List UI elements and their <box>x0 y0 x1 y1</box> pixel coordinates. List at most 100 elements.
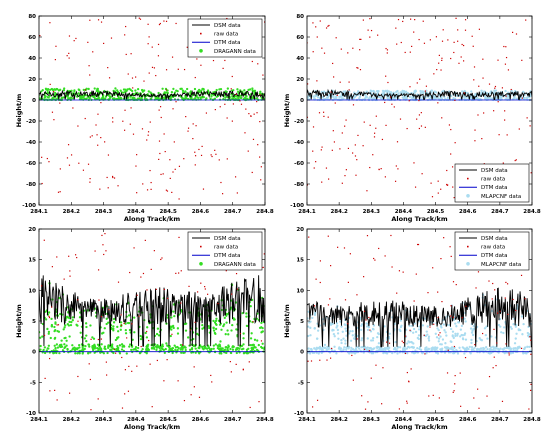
raw-point <box>260 340 263 342</box>
raw-point <box>155 288 157 290</box>
raw-point <box>328 178 330 180</box>
raw-point <box>192 123 194 125</box>
classified-point <box>255 348 259 352</box>
classified-point <box>412 327 416 331</box>
raw-point <box>369 18 371 20</box>
x-tick-label: 284.5 <box>159 209 177 215</box>
raw-point <box>453 197 455 199</box>
y-tick-label: -40 <box>26 140 36 146</box>
raw-point <box>381 403 383 405</box>
raw-point <box>259 121 261 123</box>
raw-point <box>497 101 499 103</box>
classified-point <box>418 325 421 328</box>
x-tick-label: 284.2 <box>330 209 348 215</box>
classified-point <box>68 335 71 338</box>
raw-point <box>307 360 309 362</box>
x-tick-label: 284.4 <box>395 417 413 423</box>
classified-point <box>216 344 219 347</box>
classified-point <box>307 317 309 320</box>
classified-point <box>173 344 176 347</box>
classified-point <box>93 345 97 348</box>
y-tick-label: -60 <box>294 161 304 167</box>
raw-point <box>147 134 149 136</box>
raw-point <box>319 260 321 262</box>
classified-point <box>253 338 257 341</box>
raw-point <box>518 128 520 130</box>
raw-point <box>454 383 456 385</box>
raw-point <box>357 134 359 137</box>
raw-point <box>307 116 308 118</box>
classified-point <box>315 351 318 354</box>
classified-point <box>411 345 414 349</box>
raw-point <box>87 163 90 165</box>
classified-point <box>91 336 94 339</box>
raw-point <box>262 266 264 269</box>
raw-point <box>121 407 124 409</box>
classified-point <box>170 328 173 331</box>
raw-point <box>520 274 523 276</box>
raw-point <box>344 299 347 301</box>
classified-point <box>451 330 455 333</box>
raw-point <box>423 42 426 44</box>
raw-point <box>493 356 495 358</box>
classified-point <box>430 347 434 350</box>
raw-point <box>332 62 334 65</box>
y-tick-label: -10 <box>294 411 304 417</box>
classified-point <box>91 345 94 348</box>
classified-point <box>91 347 95 350</box>
raw-point <box>375 364 377 366</box>
classified-point <box>347 332 351 335</box>
raw-point <box>313 167 315 169</box>
classified-point <box>425 346 428 349</box>
classified-point <box>489 91 492 94</box>
classified-point <box>359 349 362 352</box>
classified-point <box>128 343 132 346</box>
raw-point <box>483 112 485 114</box>
classified-point <box>119 89 122 92</box>
classified-point <box>325 348 328 351</box>
raw-point <box>129 271 131 274</box>
raw-point <box>433 73 435 75</box>
classified-point <box>325 96 329 99</box>
raw-point <box>258 401 260 403</box>
raw-point <box>424 126 426 128</box>
classified-point <box>103 345 107 348</box>
classified-point <box>419 348 423 351</box>
legend-entry: DTM data <box>214 253 240 259</box>
legend-entry: DSM data <box>481 236 508 242</box>
classified-point <box>225 321 228 324</box>
classified-point <box>47 344 50 347</box>
classified-point <box>360 324 363 327</box>
raw-point <box>231 120 233 122</box>
classified-point <box>83 97 86 100</box>
raw-point <box>491 298 493 300</box>
classified-point <box>463 317 466 320</box>
panel-top-left: 284.1 284.2 284.3 284.4 284.5 284.6 284.7 284.8… <box>15 14 274 223</box>
raw-point <box>359 69 362 71</box>
raw-point <box>354 155 357 157</box>
raw-point <box>363 348 366 350</box>
classified-point <box>43 351 47 355</box>
raw-point <box>48 316 51 319</box>
legend-entry: DTM data <box>481 185 507 191</box>
classified-point <box>46 89 49 93</box>
raw-point <box>174 168 176 170</box>
classified-point <box>372 96 375 99</box>
classified-point <box>216 346 220 350</box>
y-tick-label: 80 <box>28 14 36 20</box>
raw-point <box>492 367 494 369</box>
raw-point <box>482 332 484 335</box>
classified-point <box>417 334 421 337</box>
classified-point <box>435 336 439 339</box>
raw-point <box>124 129 126 131</box>
classified-point <box>360 346 363 349</box>
y-tick-label: 15 <box>28 258 36 264</box>
raw-point <box>463 92 465 94</box>
raw-point <box>39 35 41 37</box>
raw-point <box>158 158 160 160</box>
raw-point <box>252 138 255 140</box>
raw-point <box>127 73 129 75</box>
classified-point <box>155 348 158 352</box>
raw-point <box>260 166 262 168</box>
classified-point <box>469 327 473 330</box>
